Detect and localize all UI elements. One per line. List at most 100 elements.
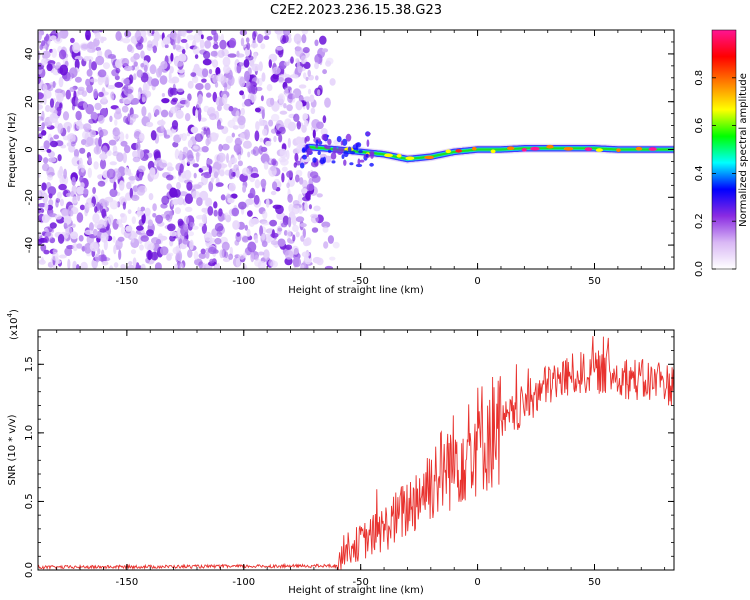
noise-blob xyxy=(246,42,251,50)
noise-blob xyxy=(169,210,173,220)
noise-blob xyxy=(179,163,184,174)
noise-blob xyxy=(186,149,193,161)
noise-blob xyxy=(198,252,207,259)
noise-blob xyxy=(129,187,133,199)
noise-blob xyxy=(169,235,176,242)
noise-blob xyxy=(262,128,268,136)
noise-blob xyxy=(207,206,214,216)
noise-blob xyxy=(278,133,283,143)
noise-blob xyxy=(130,56,137,63)
noise-blob xyxy=(313,205,321,212)
x-tick-label: 0 xyxy=(474,276,480,287)
noise-blob xyxy=(244,70,250,82)
noise-blob xyxy=(144,207,151,217)
noise-blob xyxy=(49,140,59,148)
noise-blob xyxy=(327,149,332,153)
noise-blob xyxy=(128,261,133,266)
noise-blob xyxy=(174,61,184,67)
noise-blob xyxy=(317,89,321,96)
noise-blob xyxy=(370,152,374,159)
noise-blob xyxy=(203,231,213,242)
noise-blob xyxy=(96,50,103,58)
noise-blob xyxy=(97,69,107,78)
noise-blob xyxy=(170,106,178,114)
noise-blob xyxy=(304,120,309,127)
noise-blob xyxy=(169,230,177,237)
noise-blob xyxy=(88,222,94,232)
noise-blob xyxy=(155,238,162,245)
signal-peak xyxy=(424,155,434,160)
noise-blob xyxy=(132,257,137,267)
noise-blob xyxy=(171,97,178,103)
noise-blob xyxy=(69,67,78,78)
noise-blob xyxy=(270,190,277,196)
noise-blob xyxy=(61,208,70,216)
noise-blob xyxy=(70,37,75,44)
noise-blob xyxy=(301,124,307,133)
noise-blob xyxy=(153,159,163,167)
noise-blob xyxy=(218,208,223,217)
noise-blob xyxy=(280,222,288,228)
noise-blob xyxy=(279,158,289,166)
noise-blob xyxy=(174,263,178,269)
noise-blob xyxy=(166,252,174,257)
noise-blob xyxy=(225,135,233,144)
signal-peak xyxy=(507,146,515,150)
noise-blob xyxy=(176,181,181,190)
noise-blob xyxy=(293,162,297,168)
snr-panel: -150 -100 -50 0 50 0.0 0.5 1.0 1.5 Height of str… xyxy=(6,309,675,596)
noise-blob xyxy=(49,98,55,108)
snr-xlabel: Height of straight line (km) xyxy=(288,585,424,596)
noise-blob xyxy=(191,190,201,199)
noise-blob xyxy=(343,150,349,158)
noise-blob xyxy=(198,95,203,103)
noise-blob xyxy=(223,64,231,74)
noise-blob xyxy=(45,104,51,113)
noise-blob xyxy=(327,138,332,146)
noise-blob xyxy=(160,124,165,132)
noise-blob xyxy=(347,146,352,153)
noise-blob xyxy=(301,34,307,44)
noise-blob xyxy=(76,212,84,223)
noise-blob xyxy=(310,215,319,224)
noise-blob xyxy=(57,191,62,199)
noise-blob xyxy=(38,203,47,208)
noise-blob xyxy=(133,61,138,67)
noise-blob xyxy=(314,53,323,65)
noise-blob xyxy=(182,238,189,245)
noise-blob xyxy=(107,85,116,90)
noise-blob xyxy=(298,84,307,89)
noise-blob xyxy=(63,168,67,179)
noise-blob xyxy=(173,33,182,44)
noise-blob xyxy=(242,185,247,193)
noise-blob xyxy=(166,174,174,181)
noise-blob xyxy=(140,50,145,59)
noise-blob xyxy=(241,236,249,243)
noise-blob xyxy=(133,73,137,81)
noise-blob xyxy=(259,225,264,237)
noise-blob xyxy=(187,80,194,89)
noise-blob xyxy=(94,102,102,111)
noise-blob xyxy=(39,44,44,51)
noise-blob xyxy=(90,111,98,121)
noise-blob xyxy=(315,75,319,81)
noise-blob xyxy=(115,107,122,115)
noise-blob xyxy=(183,223,189,231)
noise-blob xyxy=(221,143,230,151)
noise-blob xyxy=(124,30,132,38)
signal-peak xyxy=(530,146,540,151)
noise-blob xyxy=(193,145,199,150)
noise-blob xyxy=(192,45,200,55)
noise-blob xyxy=(247,210,253,217)
noise-blob xyxy=(52,81,56,88)
noise-blob xyxy=(38,104,44,110)
noise-blob xyxy=(178,195,184,206)
noise-blob xyxy=(38,154,43,163)
noise-blob xyxy=(161,195,170,205)
noise-blob xyxy=(57,169,62,179)
noise-blob xyxy=(166,166,174,172)
snr-series-line xyxy=(38,336,674,570)
noise-blob xyxy=(42,163,50,172)
noise-blob xyxy=(270,74,279,83)
noise-blob xyxy=(301,188,308,194)
